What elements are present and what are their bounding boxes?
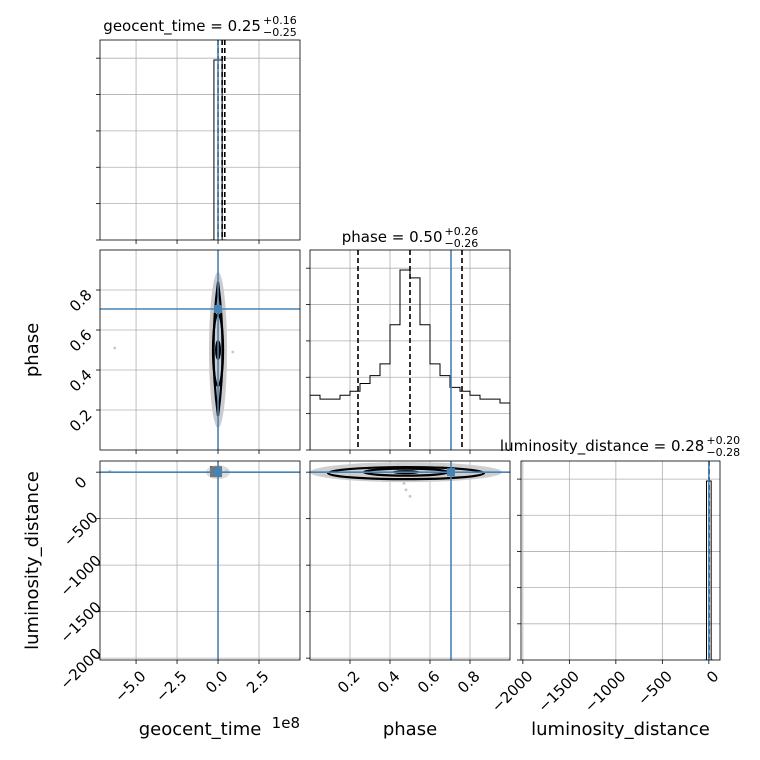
panel-phase-vs-phase [306, 249, 511, 454]
title-minus-error: −0.28 [706, 446, 740, 459]
sample-point [402, 481, 406, 485]
panel-frame [99, 39, 301, 241]
title-plus-error: +0.20 [706, 434, 740, 447]
y-axis-label: phase [22, 323, 43, 377]
panel-frame [99, 249, 301, 451]
sample-point [404, 488, 408, 492]
panel-frame [520, 460, 721, 661]
x-tick-label: 0.2 [334, 667, 364, 697]
sample-point [113, 346, 117, 350]
panel-frame [309, 460, 511, 661]
panel-content [310, 461, 510, 660]
grid-lines [100, 40, 300, 240]
panel-frame [309, 249, 511, 451]
x-axis-label: phase [383, 719, 437, 740]
sample-point [408, 494, 412, 498]
panel-title: luminosity_distance = 0.28 [500, 437, 704, 456]
panel-title: phase = 0.50 [342, 228, 443, 246]
panel-geocent_time-vs-geocent_time [96, 39, 301, 244]
x-tick-label: −2000 [488, 667, 537, 716]
panel-phase-vs-geocent_time: 0.2 0.4 0.6 0.8 phase [22, 249, 301, 454]
panel-frame [99, 460, 301, 661]
y-tick-label: 0.2 [66, 406, 96, 436]
y-tick-label: −500 [60, 508, 102, 550]
grid-lines [100, 250, 300, 450]
panel-content [209, 40, 227, 240]
truth-marker [447, 468, 455, 477]
x-tick-label: −1500 [534, 667, 583, 716]
title-minus-error: −0.26 [445, 237, 479, 250]
title-plus-error: +0.26 [445, 225, 479, 238]
panel-content [704, 461, 714, 660]
x-tick-label: −500 [634, 667, 676, 709]
grid-lines [521, 461, 720, 660]
panel-title: geocent_time = 0.25 [103, 17, 261, 36]
x-tick-label: 2.5 [243, 667, 273, 697]
x-tick-label: −5.0 [111, 667, 149, 705]
y-tick-label: −1000 [57, 551, 106, 600]
panel-luminosity_distance-vs-phase: 0.2 0.4 0.6 0.8 phase [306, 460, 511, 740]
panel-content [100, 250, 300, 450]
x-tick-label: 0.8 [454, 667, 484, 697]
y-tick-label: 0.8 [66, 286, 96, 316]
contour-outer [326, 466, 486, 481]
x-tick-label: 0.0 [202, 667, 232, 697]
title-plus-error: +0.16 [263, 14, 297, 27]
x-tick-label: 0.4 [374, 667, 404, 697]
y-tick-label: 0.6 [66, 326, 96, 356]
x-tick-label: −2.5 [152, 667, 190, 705]
y-tick-label: −1500 [57, 598, 106, 647]
y-axis-label: luminosity_distance [22, 471, 43, 650]
title-minus-error: −0.25 [263, 26, 297, 39]
title-luminosity_distance: luminosity_distance = 0.28 +0.20−0.28 [500, 434, 740, 459]
x-offset-text: 1e8 [272, 714, 300, 732]
x-tick-label: 0 [703, 667, 722, 686]
title-geocent_time: geocent_time = 0.25 +0.16−0.25 [103, 14, 296, 39]
x-tick-label: 0.6 [414, 667, 444, 697]
x-axis-label: geocent_time [139, 719, 262, 740]
y-tick-label: −2000 [57, 644, 106, 693]
panel-content [310, 250, 510, 450]
sample-point [231, 350, 235, 354]
truth-marker [214, 468, 223, 477]
y-tick-label: 0.4 [66, 366, 96, 396]
panel-content [100, 461, 300, 660]
x-tick-label: −1000 [581, 667, 630, 716]
grid-lines [100, 461, 300, 660]
y-tick-label: 0 [71, 473, 90, 492]
grid-lines [310, 461, 510, 660]
truth-marker [214, 305, 223, 313]
x-axis-label: luminosity_distance [531, 719, 710, 740]
histogram-phase [310, 269, 510, 450]
panel-luminosity_distance-vs-luminosity_distance: −2000−1500−1000 −500 0 luminosity_distance [488, 460, 722, 740]
title-phase: phase = 0.50 +0.26−0.26 [342, 225, 479, 250]
